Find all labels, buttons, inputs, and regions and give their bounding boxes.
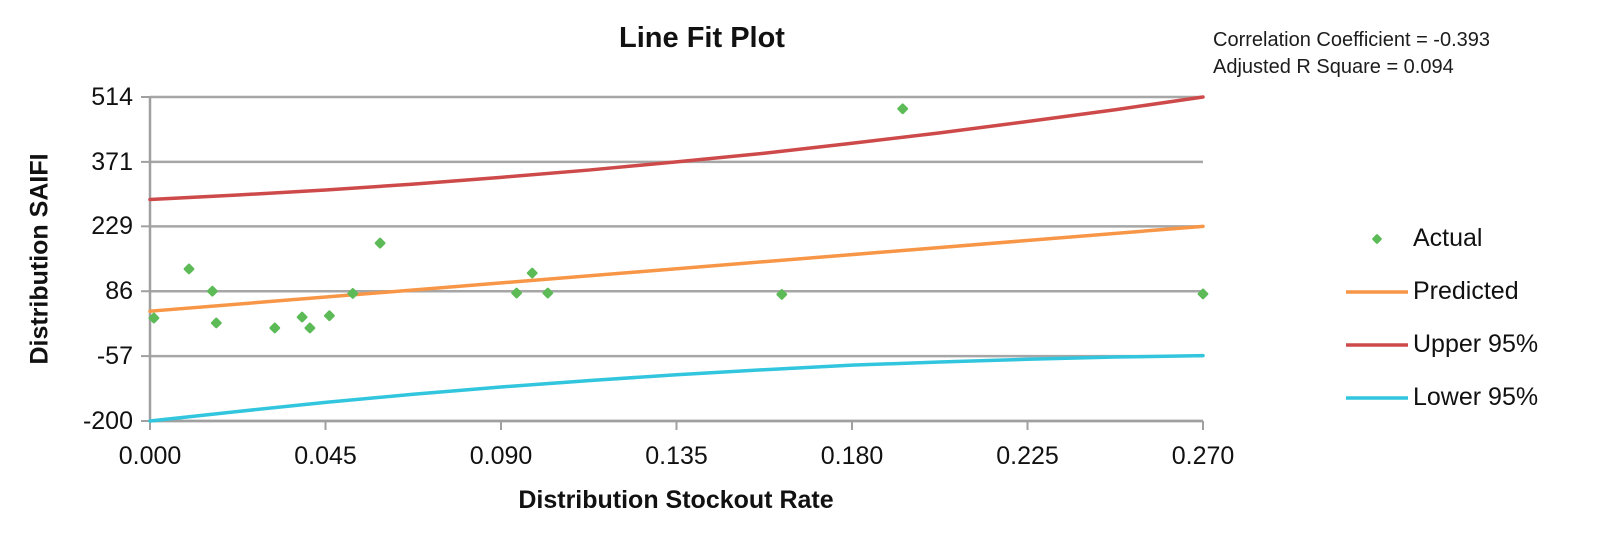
data-point-diamond xyxy=(207,285,218,297)
series-line-upper-95- xyxy=(148,95,1205,202)
y-tick-label: -57 xyxy=(96,342,133,371)
data-point-diamond xyxy=(374,237,386,249)
stats-annotation: Correlation Coefficient = -0.393 Adjuste… xyxy=(1213,27,1490,81)
x-tick-label: 0.090 xyxy=(469,442,533,470)
legend-item-actual: Actual xyxy=(1345,212,1538,265)
legend-line-icon xyxy=(1346,289,1408,294)
x-tick-label: 0.135 xyxy=(645,442,708,470)
x-tick-label: 0.270 xyxy=(1171,442,1235,470)
legend-item-lower-95-: Lower 95% xyxy=(1345,371,1538,424)
y-tick-label: 229 xyxy=(91,212,133,241)
legend-diamond-icon xyxy=(1372,233,1382,244)
data-point-diamond xyxy=(542,287,554,299)
series-line-lower-95- xyxy=(148,353,1205,423)
chart-title: Line Fit Plot xyxy=(619,22,785,54)
legend: Actual Predicted Upper 95% Lower 95% xyxy=(1345,212,1538,424)
legend-item-upper-95-: Upper 95% xyxy=(1345,318,1538,371)
x-tick-label: 0.225 xyxy=(996,442,1059,470)
legend-label: Actual xyxy=(1413,224,1483,252)
legend-line-icon xyxy=(1346,342,1408,347)
data-point-diamond xyxy=(324,310,335,322)
data-point-diamond xyxy=(210,317,222,329)
data-point-diamond xyxy=(148,312,160,324)
data-point-diamond xyxy=(347,288,359,299)
data-point-diamond xyxy=(269,322,281,334)
legend-label: Upper 95% xyxy=(1413,330,1539,358)
data-point-diamond xyxy=(897,103,909,115)
legend-label: Lower 95% xyxy=(1413,383,1539,411)
x-axis-title: Distribution Stockout Rate xyxy=(518,486,834,514)
legend-line-icon xyxy=(1346,395,1408,400)
x-tick-label: 0.000 xyxy=(118,442,182,470)
y-tick-label: -200 xyxy=(82,407,133,435)
y-tick-label: 371 xyxy=(91,147,133,176)
legend-item-predicted: Predicted xyxy=(1345,265,1538,318)
data-point-diamond xyxy=(511,287,522,299)
data-point-diamond xyxy=(183,263,195,275)
series-line-predicted xyxy=(148,224,1205,313)
x-tick-label: 0.180 xyxy=(820,442,884,470)
data-point-diamond xyxy=(776,289,788,300)
data-point-diamond xyxy=(526,267,538,279)
legend-label: Predicted xyxy=(1413,277,1519,305)
data-point-diamond xyxy=(296,311,308,323)
x-tick-label: 0.045 xyxy=(294,442,357,470)
data-point-diamond xyxy=(1197,288,1209,300)
adjusted-r-square-text: Adjusted R Square = 0.094 xyxy=(1213,56,1454,78)
data-point-diamond xyxy=(304,322,316,334)
y-axis-title: Distribution SAIFI xyxy=(25,153,54,365)
correlation-coefficient-text: Correlation Coefficient = -0.393 xyxy=(1213,29,1491,51)
y-tick-label: 514 xyxy=(91,83,133,111)
y-tick-label: 86 xyxy=(105,277,133,306)
